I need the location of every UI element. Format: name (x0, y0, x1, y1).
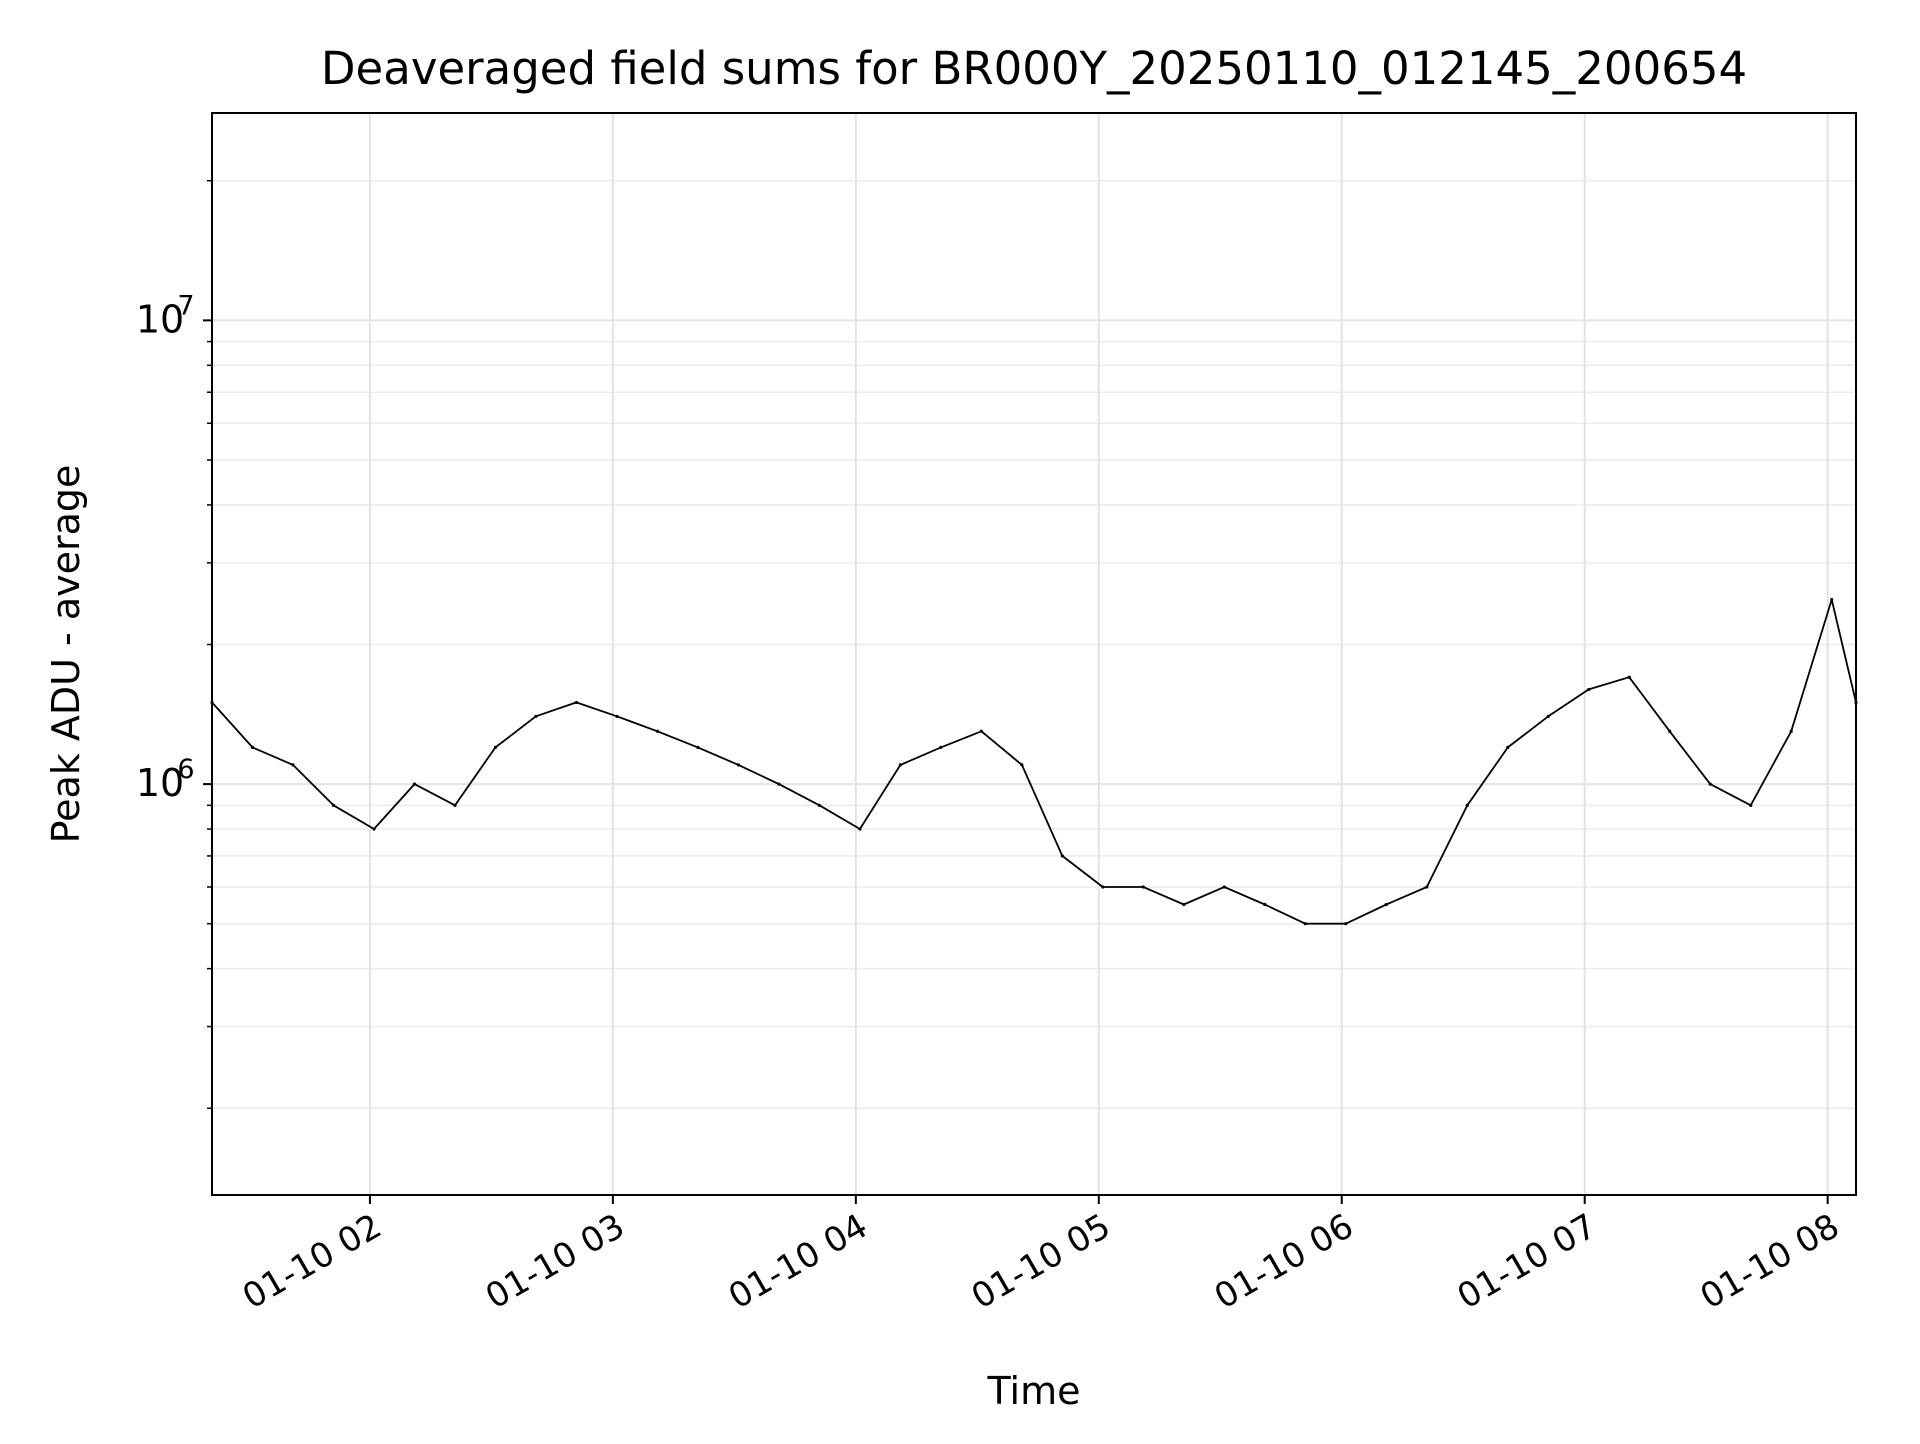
data-point (291, 763, 295, 767)
data-point (1263, 902, 1267, 907)
data-point (1506, 745, 1510, 749)
data-point (1384, 902, 1388, 907)
x-tick-label: 01-10 06 (1208, 1206, 1360, 1317)
y-tick-label: 10 (136, 297, 184, 341)
data-point (979, 729, 983, 733)
chart-title: Deaveraged field sums for BR000Y_2025011… (321, 42, 1747, 95)
data-point (453, 803, 457, 807)
data-point (696, 745, 700, 749)
data-point (534, 714, 538, 718)
data-point (574, 700, 579, 705)
data-point (1182, 902, 1186, 907)
data-point (1789, 729, 1793, 733)
data-point (1708, 782, 1712, 786)
x-tick-label: 01-10 07 (1451, 1206, 1603, 1317)
y-tick-label: 10 (136, 761, 184, 805)
data-point (777, 782, 781, 786)
y-tick-label-exponent: 6 (177, 754, 194, 785)
x-tick-label: 01-10 08 (1694, 1206, 1846, 1317)
x-tick-label: 01-10 05 (965, 1206, 1117, 1317)
data-point (1425, 885, 1429, 889)
x-tick-label: 01-10 04 (722, 1206, 874, 1317)
data-point (1060, 854, 1064, 858)
data-point (615, 714, 619, 718)
data-point (1830, 597, 1834, 602)
data-point (1020, 763, 1024, 767)
data-point (412, 782, 417, 786)
data-point (736, 763, 741, 767)
data-point (1344, 922, 1348, 926)
data-point (1101, 885, 1105, 889)
x-tick-label: 01-10 03 (479, 1206, 631, 1317)
data-point (1546, 714, 1550, 718)
data-point (1668, 729, 1672, 733)
grid-layer (212, 113, 1856, 1195)
data-point (817, 803, 821, 807)
plot-frame (211, 112, 1857, 1196)
data-point (858, 827, 862, 831)
data-point (1222, 885, 1226, 889)
data-point (493, 745, 498, 749)
data-point (1627, 675, 1631, 679)
data-point (655, 729, 660, 733)
data-point (898, 763, 902, 767)
data-point (939, 745, 943, 749)
y-tick-label-exponent: 7 (177, 290, 194, 321)
data-point (1465, 803, 1469, 807)
y-axis-label: Peak ADU - average (44, 465, 88, 844)
data-point (1749, 803, 1753, 807)
line-layer (210, 597, 1858, 926)
x-tick-label: 01-10 02 (236, 1206, 388, 1317)
x-ticks: 01-10 02 01-10 03 01-10 04 01-10 05 01-10 06… (236, 1195, 1846, 1317)
series-line (211, 598, 1857, 925)
data-point (1587, 687, 1591, 692)
data-point (250, 745, 255, 749)
data-point (1303, 922, 1307, 926)
data-point (331, 803, 336, 807)
data-point (372, 827, 376, 831)
x-axis-label: Time (987, 1369, 1081, 1413)
data-point (1141, 885, 1145, 889)
